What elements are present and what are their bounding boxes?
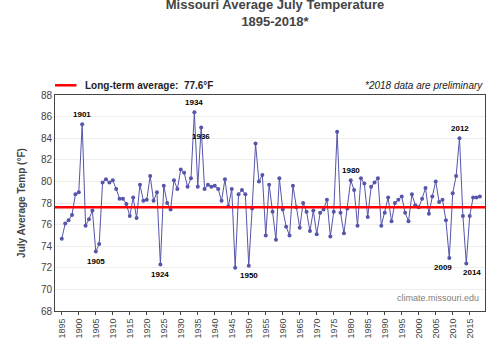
svg-text:1940: 1940 — [210, 319, 220, 339]
svg-text:2005: 2005 — [431, 319, 441, 339]
svg-text:2015: 2015 — [465, 319, 475, 339]
svg-text:1905: 1905 — [87, 257, 105, 266]
svg-text:1990: 1990 — [380, 319, 390, 339]
svg-text:88: 88 — [41, 90, 53, 101]
svg-text:2014: 2014 — [463, 268, 481, 277]
svg-text:78: 78 — [41, 198, 53, 209]
svg-text:1980: 1980 — [346, 319, 356, 339]
svg-text:1965: 1965 — [295, 319, 305, 339]
svg-text:1901: 1901 — [73, 110, 91, 119]
svg-text:1970: 1970 — [312, 319, 322, 339]
svg-text:74: 74 — [41, 241, 53, 252]
svg-text:*2018 data are preliminary: *2018 data are preliminary — [365, 80, 483, 91]
svg-text:1980: 1980 — [342, 166, 360, 175]
svg-text:86: 86 — [41, 111, 53, 122]
svg-text:1905: 1905 — [91, 319, 101, 339]
svg-text:Missouri Average July Temperat: Missouri Average July Temperature1895-20… — [166, 0, 384, 29]
svg-text:1934: 1934 — [185, 98, 203, 107]
svg-text:1995: 1995 — [397, 319, 407, 339]
svg-text:1895: 1895 — [57, 319, 67, 339]
svg-text:July Average Temp (°F): July Average Temp (°F) — [16, 148, 27, 258]
svg-text:70: 70 — [41, 284, 53, 295]
svg-text:1910: 1910 — [108, 319, 118, 339]
svg-text:climate.missouri.edu: climate.missouri.edu — [397, 293, 479, 303]
svg-text:1930: 1930 — [176, 319, 186, 339]
svg-text:82: 82 — [41, 154, 53, 165]
svg-text:2009: 2009 — [434, 263, 452, 272]
svg-text:1936: 1936 — [192, 132, 210, 141]
svg-text:1975: 1975 — [329, 319, 339, 339]
svg-text:1924: 1924 — [151, 270, 169, 279]
svg-text:1915: 1915 — [125, 319, 135, 339]
svg-text:1945: 1945 — [227, 319, 237, 339]
svg-text:Long-term average: 77.6°F: Long-term average: 77.6°F — [85, 80, 213, 91]
svg-text:72: 72 — [41, 262, 53, 273]
svg-text:1935: 1935 — [193, 319, 203, 339]
svg-text:1920: 1920 — [142, 319, 152, 339]
svg-text:80: 80 — [41, 176, 53, 187]
svg-text:2010: 2010 — [448, 319, 458, 339]
svg-text:1900: 1900 — [74, 319, 84, 339]
svg-text:2000: 2000 — [414, 319, 424, 339]
svg-text:1985: 1985 — [363, 319, 373, 339]
svg-text:84: 84 — [41, 133, 53, 144]
svg-text:68: 68 — [41, 306, 53, 317]
svg-text:1960: 1960 — [278, 319, 288, 339]
svg-text:1955: 1955 — [261, 319, 271, 339]
svg-text:2012: 2012 — [451, 124, 469, 133]
svg-text:1950: 1950 — [244, 319, 254, 339]
svg-text:76: 76 — [41, 219, 53, 230]
svg-text:1925: 1925 — [159, 319, 169, 339]
svg-text:1950: 1950 — [240, 271, 258, 280]
